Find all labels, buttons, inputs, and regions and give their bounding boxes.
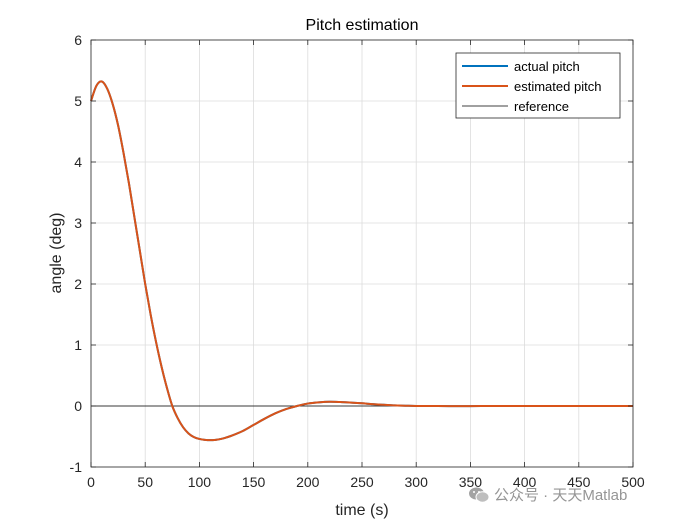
x-axis-label: time (s) — [335, 502, 388, 519]
x-tick-label: 100 — [188, 474, 212, 490]
x-tick-label: 0 — [87, 474, 95, 490]
x-tick-label: 400 — [513, 474, 537, 490]
y-tick-label: 5 — [74, 93, 82, 109]
watermark: 公众号 · 天天Matlab — [468, 484, 627, 505]
series-layer — [90, 80, 633, 442]
y-tick-label: 0 — [74, 398, 82, 414]
watermark-text: 公众号 · 天天Matlab — [494, 487, 628, 504]
x-tick-label: 300 — [405, 474, 429, 490]
wechat-icon — [469, 487, 490, 503]
y-tick-label: 1 — [74, 337, 82, 353]
legend-label: estimated pitch — [514, 79, 601, 94]
legend: actual pitch estimated pitch reference — [455, 52, 621, 119]
chart-title: Pitch estimation — [306, 17, 419, 34]
x-tick-label: 500 — [621, 474, 645, 490]
x-tick-label: 150 — [242, 474, 266, 490]
x-tick-label: 350 — [459, 474, 483, 490]
ticks — [90, 39, 634, 468]
y-tick-label: 6 — [74, 32, 82, 48]
y-axis-label: angle (deg) — [48, 213, 65, 294]
y-tick-label: 3 — [74, 215, 82, 231]
legend-label: actual pitch — [514, 59, 580, 74]
x-tick-label: 200 — [296, 474, 320, 490]
y-tick-label: -1 — [70, 459, 83, 475]
estimated-pitch-line — [90, 80, 633, 442]
x-tick-label: 250 — [350, 474, 374, 490]
legend-label: reference — [514, 99, 569, 114]
x-tick-label: 450 — [567, 474, 591, 490]
y-tick-label: 2 — [74, 276, 82, 292]
y-tick-label: 4 — [74, 154, 82, 170]
x-tick-label: 50 — [137, 474, 153, 490]
